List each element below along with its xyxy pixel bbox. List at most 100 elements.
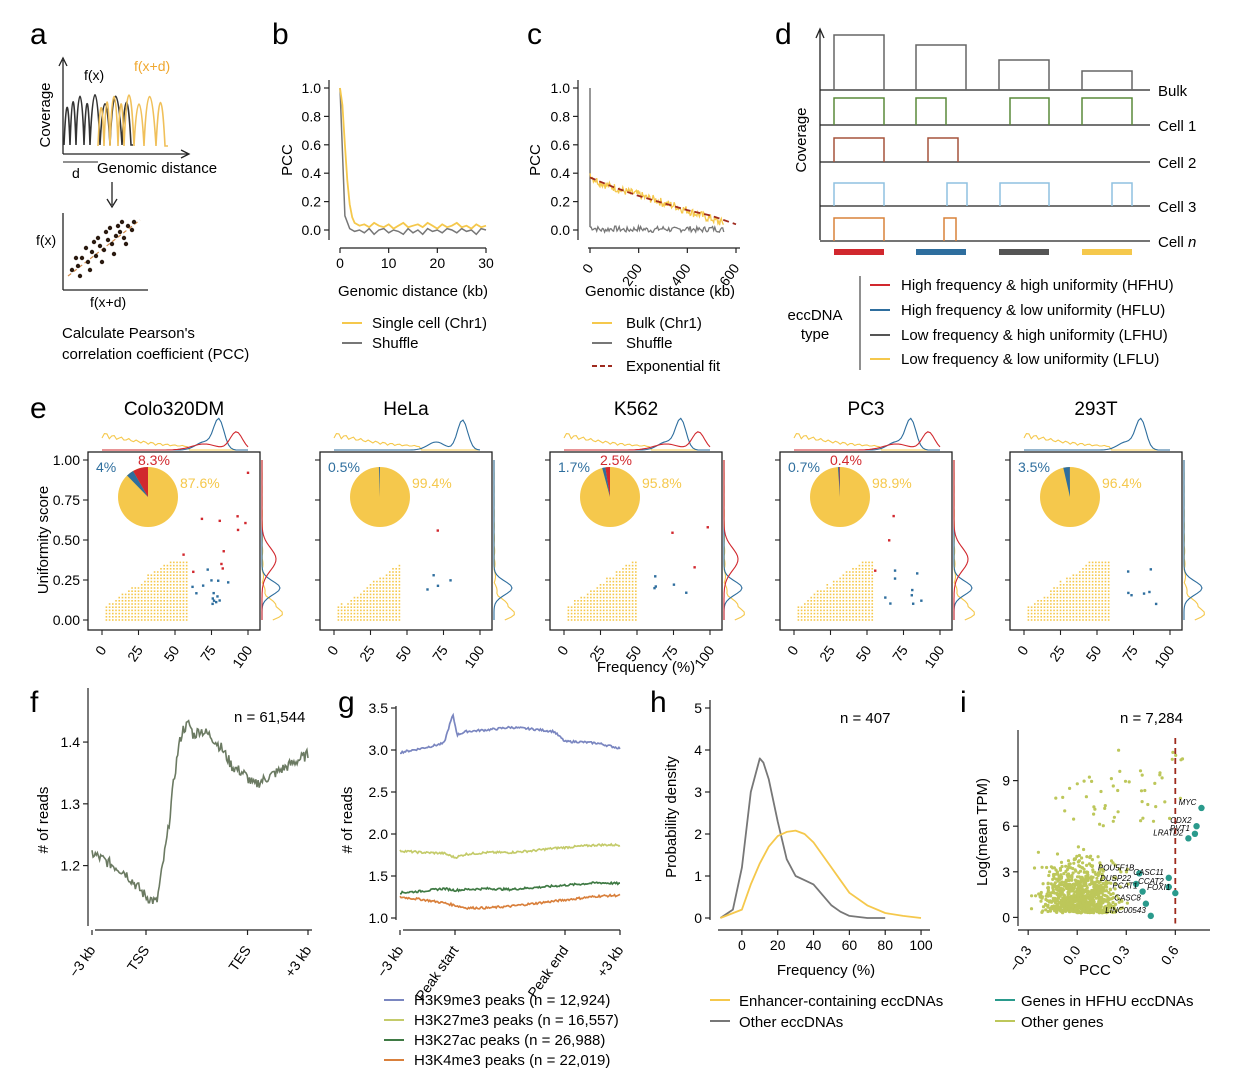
- panel-e-lflu-point: [1095, 587, 1097, 589]
- panel-d-legend-lflu: Low frequency & low uniformity (LFLU): [901, 351, 1159, 368]
- panel-i-legend-other: Other genes: [1021, 1014, 1104, 1031]
- panel-e-lflu-point: [173, 561, 175, 564]
- panel-i-other-gene-point: [1064, 864, 1068, 868]
- panel-e-lflu-point: [144, 612, 146, 615]
- panel-i-other-gene-point: [1059, 889, 1063, 893]
- panel-e-pie-hfhu: [133, 467, 148, 497]
- panel-e-lflu-point: [395, 568, 397, 570]
- panel-e-lflu-point: [179, 596, 182, 599]
- panel-i-other-gene-point: [1109, 859, 1114, 863]
- panel-e-lflu-point: [832, 580, 835, 583]
- panel-e-lflu-point: [1050, 600, 1052, 602]
- panel-e-pie-lflu-label: 96.4%: [1102, 475, 1142, 491]
- panel-e-lflu-point: [179, 603, 182, 605]
- panel-e-lflu-point: [1095, 584, 1097, 586]
- panel-i-other-gene-point: [1082, 870, 1086, 874]
- panel-e-lflu-point: [1088, 616, 1091, 618]
- panel-e-lflu-point: [150, 593, 153, 596]
- panel-c: c PCC 0.00.20.40.60.81.00 200 400 600 Genom…: [527, 18, 743, 375]
- panel-e-lflu-point: [392, 574, 394, 576]
- panel-i-other-gene-point: [1088, 855, 1092, 860]
- panel-i-other-gene-point: [1140, 800, 1144, 804]
- panel-e-lflu-point: [1069, 584, 1071, 586]
- panel-e-lflu-point: [124, 596, 127, 599]
- panel-g-line-h3k27me3: [399, 842, 621, 860]
- panel-e-lflu-point: [865, 564, 867, 567]
- panel-e-lflu-point: [1107, 561, 1110, 564]
- panel-e-lflu-point: [1078, 619, 1081, 621]
- panel-e-lflu-point: [858, 616, 861, 618]
- panel-e-lflu-point: [134, 603, 137, 605]
- panel-e-lflu-point: [1095, 574, 1097, 576]
- panel-e-lflu-point: [173, 600, 175, 602]
- panel-i-other-gene-point: [1118, 885, 1122, 889]
- panel-e-lflu-point: [163, 584, 165, 586]
- panel-e-lflu-point: [1034, 612, 1036, 615]
- panel-e-lflu-point: [1053, 619, 1055, 621]
- panel-e-lflu-point: [1056, 609, 1059, 612]
- panel-i-n-label: n = 7,284: [1120, 710, 1183, 727]
- panel-e-lflu-point: [347, 616, 349, 618]
- panel-e-lflu-point: [625, 596, 627, 599]
- panel-e-lflu-point: [612, 593, 615, 596]
- panel-e-lflu-point: [128, 616, 130, 618]
- panel-e-lflu-point: [852, 593, 854, 596]
- panel-a-scatter-point: [117, 229, 123, 235]
- panel-c-lines: [589, 88, 737, 234]
- panel-e-lflu-point: [369, 616, 372, 618]
- panel-e-lflu-point: [852, 609, 854, 612]
- panel-e-lflu-point: [622, 568, 624, 570]
- panel-e-hflu-point: [920, 599, 923, 602]
- panel-h-xtick-label: 0: [738, 937, 746, 953]
- panel-e-lflu-point: [839, 612, 841, 615]
- panel-e-lflu-point: [606, 603, 608, 605]
- panel-i-other-gene-point: [1090, 864, 1095, 868]
- panel-e-lflu-point: [395, 587, 397, 589]
- panel-e-lflu-point: [816, 603, 819, 605]
- panel-e-lflu-point: [590, 616, 592, 618]
- panel-e-lflu-point: [179, 590, 182, 592]
- panel-e-lflu-point: [599, 600, 602, 602]
- panel-i-other-gene-point: [1079, 893, 1083, 897]
- panel-e-lflu-point: [1072, 577, 1075, 580]
- panel-e-lflu-point: [852, 571, 854, 573]
- panel-i-other-gene-point: [1054, 877, 1058, 881]
- panel-e-lflu-point: [182, 606, 185, 608]
- panel-i-other-gene-point: [1056, 899, 1060, 903]
- panel-e-lflu-point: [810, 603, 813, 605]
- panel-e-lflu-point: [153, 590, 156, 592]
- panel-e-hflu-point: [1148, 590, 1151, 594]
- panel-e-lflu-point: [816, 606, 819, 608]
- panel-e-lflu-point: [826, 612, 829, 615]
- panel-e-lflu-point: [1050, 612, 1052, 615]
- panel-e-lflu-point: [602, 619, 605, 621]
- panel-e-lflu-point: [839, 590, 841, 592]
- panel-e-lflu-point: [385, 606, 388, 608]
- panel-e-lflu-point: [593, 609, 595, 612]
- panel-e-lflu-point: [868, 593, 870, 596]
- panel-e-lflu-point: [810, 606, 813, 608]
- panel-e-lflu-point: [185, 612, 188, 615]
- panel-e-hflu-point: [206, 568, 209, 571]
- panel-e-lflu-point: [176, 603, 178, 605]
- panel-e-lflu-point: [832, 587, 835, 589]
- panel-e-lflu-point: [797, 612, 800, 615]
- panel-a-scatter-point: [83, 245, 89, 251]
- panel-e-hfhu-point: [218, 519, 221, 523]
- panel-e-lflu-point: [382, 577, 385, 580]
- panel-e-lflu-point: [1098, 603, 1100, 605]
- panel-e-lflu-point: [395, 606, 397, 608]
- panel-e-lflu-point: [1046, 616, 1049, 618]
- panel-e-lflu-point: [363, 590, 365, 592]
- panel-e-lflu-point: [1088, 577, 1091, 580]
- panel-e-lflu-point: [609, 590, 611, 592]
- panel-e-lflu-point: [609, 584, 611, 586]
- panel-e-lflu-point: [392, 571, 394, 573]
- panel-e-lflu-point: [134, 590, 137, 592]
- panel-e-lflu-point: [118, 619, 121, 621]
- panel-i-other-gene-point: [1032, 866, 1037, 870]
- panel-i-gene-label: PVT1: [1170, 824, 1190, 833]
- panel-e-lflu-point: [1062, 616, 1065, 618]
- panel-e-right-marginal: [1183, 460, 1205, 621]
- panel-i-other-gene-point: [1049, 894, 1053, 898]
